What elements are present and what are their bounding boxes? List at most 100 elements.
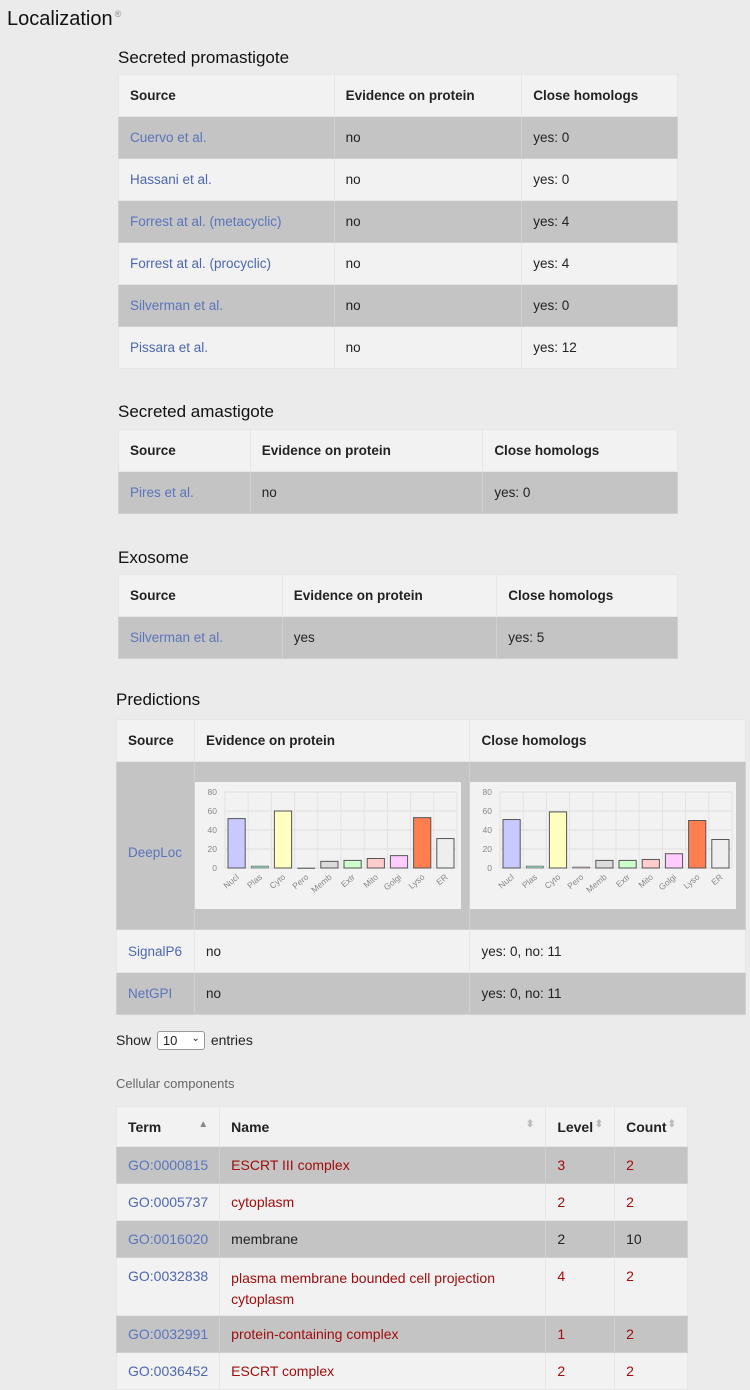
bar-plas <box>250 865 269 869</box>
go-term-link[interactable]: GO:0036452 <box>128 1363 209 1379</box>
section-title-amastigote: Secreted amastigote <box>118 402 274 421</box>
go-term-link[interactable]: GO:0032838 <box>128 1268 209 1284</box>
y-tick-label: 80 <box>483 787 493 797</box>
go-term-link[interactable]: GO:0016020 <box>128 1231 209 1247</box>
source-link[interactable]: NetGPI <box>128 986 173 1001</box>
homologs-cell: yes: 4 <box>521 242 678 285</box>
go-term-link[interactable]: GO:0000815 <box>128 1157 209 1173</box>
col-header-source[interactable]: Source <box>118 74 335 117</box>
y-tick-label: 40 <box>483 825 493 835</box>
evidence-cell: no <box>193 972 471 1015</box>
evidence-cell: no <box>333 326 523 369</box>
term-name: plasma membrane bounded cell projection … <box>219 1257 547 1316</box>
table-row: Silverman et al. yes yes: 5 <box>118 616 678 659</box>
table-row: GO:0032838 plasma membrane bounded cell … <box>115 1257 688 1316</box>
y-tick-label: 60 <box>483 806 493 816</box>
entries-select-value: 10 <box>162 1033 178 1048</box>
col-header-homologs[interactable]: Close homologs <box>469 719 746 762</box>
x-tick-label: Nucl <box>221 872 241 891</box>
y-tick-label: 20 <box>483 844 493 854</box>
y-tick-label: 0 <box>212 863 217 873</box>
section-title-predictions: Predictions <box>116 690 201 709</box>
promastigote-table: Source Evidence on protein Close homolog… <box>118 74 678 369</box>
col-header-name[interactable]: Name ⬍ <box>219 1106 547 1147</box>
col-header-homologs[interactable]: Close homologs <box>496 574 678 617</box>
col-header-evidence[interactable]: Evidence on protein <box>249 429 484 472</box>
homologs-cell: yes: 0 <box>482 471 678 514</box>
source-link[interactable]: Forrest at al. (metacyclic) <box>130 214 282 229</box>
bar-lyso <box>688 820 707 869</box>
bar-golgi <box>389 855 409 869</box>
table-row: Hassani et al. no yes: 0 <box>118 158 678 201</box>
col-header-evidence[interactable]: Evidence on protein <box>333 74 523 117</box>
x-tick-label: Memb <box>585 872 610 895</box>
term-level: 1 <box>545 1315 616 1353</box>
predictions-table: Source Evidence on protein Close homolog… <box>116 719 746 1015</box>
col-header-source[interactable]: Source <box>118 429 251 472</box>
section-title-promastigote: Secreted promastigote <box>118 48 290 67</box>
source-link[interactable]: Silverman et al. <box>130 298 224 313</box>
chevron-down-icon: ⌄ <box>191 1033 200 1044</box>
entries-select[interactable]: 10 ⌄ <box>156 1031 205 1050</box>
bar-cyto <box>549 811 568 869</box>
source-link[interactable]: DeepLoc <box>128 845 183 860</box>
x-tick-label: Lyso <box>406 872 426 891</box>
source-link[interactable]: Pires et al. <box>130 485 194 500</box>
col-header-term[interactable]: Term ▲ <box>115 1106 221 1147</box>
table-row: Forrest at al. (procyclic) no yes: 4 <box>118 242 678 285</box>
term-count: 2 <box>614 1315 688 1353</box>
evidence-cell: no <box>249 471 484 514</box>
homologs-cell: yes: 12 <box>521 326 678 369</box>
bar-extr <box>618 859 638 869</box>
col-header-homologs[interactable]: Close homologs <box>482 429 678 472</box>
source-link[interactable]: Cuervo et al. <box>130 130 207 145</box>
col-header-source[interactable]: Source <box>116 719 195 762</box>
col-header-level[interactable]: Level ⬍ <box>545 1106 616 1147</box>
source-link[interactable]: SignalP6 <box>128 943 183 959</box>
col-header-count[interactable]: Count ⬍ <box>614 1106 688 1147</box>
x-tick-label: Lyso <box>682 872 702 891</box>
table-row: Silverman et al. no yes: 0 <box>118 284 678 327</box>
source-link[interactable]: Forrest at al. (procyclic) <box>130 256 272 271</box>
evidence-cell: no <box>333 284 523 327</box>
bar-mito <box>366 858 385 869</box>
go-term-link[interactable]: GO:0005737 <box>128 1194 209 1210</box>
term-count: 2 <box>614 1146 688 1184</box>
col-header-evidence[interactable]: Evidence on protein <box>281 574 498 617</box>
sort-asc-icon: ▲ <box>198 1118 209 1130</box>
y-tick-label: 80 <box>207 787 217 797</box>
sort-icon: ⬍ <box>667 1118 676 1130</box>
bar-mito <box>642 858 661 869</box>
amastigote-table: Source Evidence on protein Close homolog… <box>118 429 678 514</box>
col-header-evidence[interactable]: Evidence on protein <box>193 719 471 762</box>
source-link[interactable]: Silverman et al. <box>130 630 224 645</box>
term-count: 10 <box>614 1220 688 1258</box>
entries-suffix: entries <box>210 1032 253 1048</box>
bar-pero <box>297 867 316 869</box>
x-tick-label: ER <box>710 872 725 887</box>
table-row: NetGPI no yes: 0, no: 11 <box>116 972 746 1015</box>
exosome-table: Source Evidence on protein Close homolog… <box>118 574 678 659</box>
homologs-cell: yes: 0, no: 11 <box>469 929 746 973</box>
col-header-homologs[interactable]: Close homologs <box>521 74 678 117</box>
x-tick-label: Mito <box>361 872 380 890</box>
source-link[interactable]: Pissara et al. <box>130 340 209 355</box>
bar-memb <box>595 859 614 869</box>
cellular-components-caption: Cellular components <box>116 1076 235 1091</box>
table-row: DeepLoc 0 20 40 60 80 Nucl Plas Cyto Pero Memb Ext… <box>116 761 746 930</box>
col-header-source[interactable]: Source <box>118 574 283 617</box>
table-row: Forrest at al. (metacyclic) no yes: 4 <box>118 200 678 243</box>
source-link[interactable]: Hassani et al. <box>130 172 212 187</box>
x-tick-label: Pero <box>566 872 586 891</box>
info-icon[interactable]: ® <box>114 9 122 20</box>
table-row: GO:0000815 ESCRT III complex 3 2 <box>115 1146 688 1184</box>
bar-er <box>436 838 455 869</box>
homologs-cell: yes: 4 <box>521 200 678 243</box>
bar-lyso <box>413 817 432 869</box>
term-level: 4 <box>545 1257 616 1316</box>
go-term-link[interactable]: GO:0032991 <box>128 1326 209 1342</box>
cellular-components-table: Term ▲ Name ⬍ Level ⬍ Count ⬍ GO:0000815 ESC… <box>115 1106 688 1390</box>
evidence-cell: yes <box>281 616 498 659</box>
homologs-cell: yes: 0, no: 11 <box>469 972 746 1015</box>
table-row: Pissara et al. no yes: 12 <box>118 326 678 369</box>
